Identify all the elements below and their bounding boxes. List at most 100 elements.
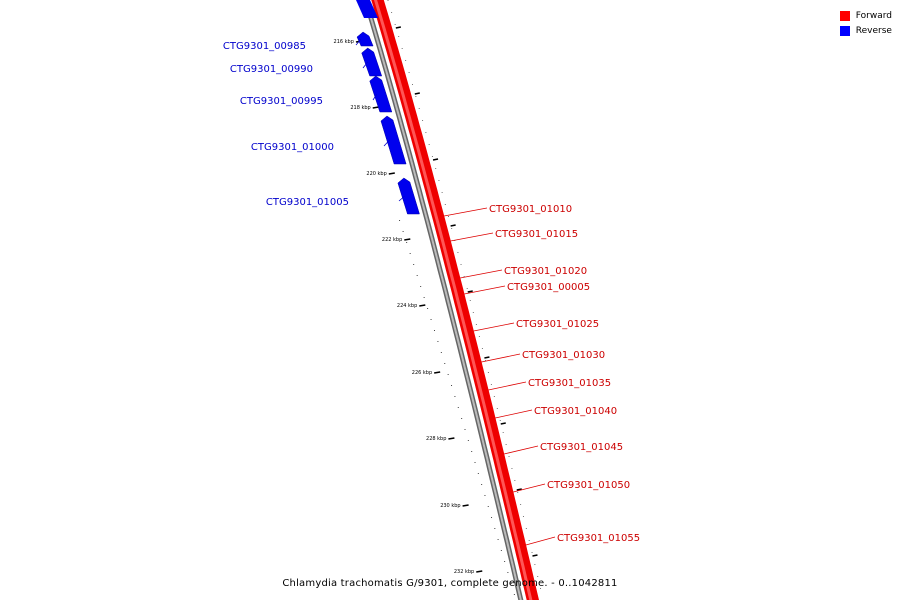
- scale-tick-minor: [494, 528, 496, 529]
- forward-gene-leader: [473, 322, 515, 332]
- scale-tick-major: [388, 172, 395, 175]
- forward-edge-dot: [540, 588, 542, 589]
- scale-tick-label: 230 kbp: [440, 503, 460, 509]
- forward-edge-dot: [428, 144, 430, 145]
- reverse-gene-label: CTG9301_01000: [251, 142, 334, 153]
- scale-tick-minor: [440, 352, 442, 353]
- forward-edge-dot: [431, 156, 433, 157]
- scale-tick-label: 232 kbp: [454, 569, 474, 575]
- scale-tick-minor: [500, 550, 502, 551]
- scale-tick-major: [434, 371, 441, 374]
- forward-edge-dot: [493, 396, 495, 397]
- scale-tick-major: [476, 570, 483, 573]
- reverse-gene-label: CTG9301_00995: [240, 96, 323, 107]
- forward-edge-dot: [457, 252, 459, 253]
- outer-tick: [395, 26, 401, 29]
- legend-reverse-label: Reverse: [855, 25, 892, 36]
- reverse-gene-arrow: [369, 75, 393, 113]
- forward-gene-label: CTG9301_01055: [557, 533, 640, 544]
- forward-edge-dot: [478, 336, 480, 337]
- forward-edge-dot: [525, 528, 527, 529]
- forward-edge-dot: [415, 96, 417, 97]
- reverse-gene-leader: [383, 139, 390, 147]
- outer-tick: [467, 290, 473, 293]
- scale-tick-minor: [444, 363, 446, 364]
- reverse-gene-arrow: [356, 31, 374, 47]
- reverse-gene-label: CTG9301_01005: [266, 197, 349, 208]
- outer-tick: [414, 92, 420, 95]
- scale-tick-minor: [467, 440, 469, 441]
- forward-gene-leader: [503, 445, 539, 455]
- forward-edge-dot: [499, 420, 501, 421]
- scale-tick-minor: [513, 594, 515, 595]
- outer-tick: [500, 422, 506, 425]
- forward-edge-dot: [537, 576, 539, 577]
- scale-tick-major: [404, 238, 411, 241]
- scale-tick-minor: [507, 572, 509, 573]
- scale-tick-major: [448, 437, 455, 440]
- scale-tick-minor: [447, 374, 449, 375]
- scale-tick-label: 224 kbp: [397, 303, 417, 309]
- scale-tick-minor: [420, 286, 422, 287]
- reverse-gene-arrow: [397, 177, 420, 215]
- scale-tick-major: [372, 106, 379, 109]
- forward-edge-dot: [435, 168, 437, 169]
- legend-reverse: Reverse: [839, 23, 892, 38]
- forward-edge-dot: [534, 564, 536, 565]
- reverse-gene-leader: [372, 93, 378, 101]
- reverse-gene-arrow: [361, 47, 383, 77]
- forward-edge-dot: [411, 84, 413, 85]
- forward-edge-dot: [438, 180, 440, 181]
- scale-tick-minor: [423, 297, 425, 298]
- scale-tick-label: 228 kbp: [426, 436, 446, 442]
- forward-edge-dot: [444, 204, 446, 205]
- scale-tick-label: 216 kbp: [334, 39, 354, 45]
- forward-gene-leader: [443, 207, 488, 217]
- forward-gene-label: CTG9301_00005: [507, 282, 590, 293]
- scale-tick-minor: [487, 506, 489, 507]
- outer-tick: [532, 554, 538, 557]
- genome-backbone: [362, 0, 542, 600]
- scale-tick-minor: [457, 407, 459, 408]
- forward-edge-dot: [422, 120, 424, 121]
- forward-edge-dot: [520, 504, 522, 505]
- scale-tick-minor: [484, 495, 486, 496]
- forward-edge-dot: [508, 456, 510, 457]
- forward-band: [371, 0, 539, 600]
- reverse-gene-arrow: [380, 115, 407, 165]
- forward-gene-label: CTG9301_01035: [528, 378, 611, 389]
- forward-edge-dot: [466, 288, 468, 289]
- forward-edge-dot: [511, 468, 513, 469]
- scale-tick-minor: [433, 330, 435, 331]
- scale-tick-minor: [464, 429, 466, 430]
- backbone-grey-highlight: [364, 0, 522, 600]
- scale-tick-minor: [437, 341, 439, 342]
- scale-tick-minor: [471, 451, 473, 452]
- forward-gene-label: CTG9301_01025: [516, 319, 599, 330]
- scale-tick-minor: [497, 539, 499, 540]
- forward-edge-dot: [463, 276, 465, 277]
- forward-edge-dot: [472, 312, 474, 313]
- forward-gene-label: CTG9301_01050: [547, 480, 630, 491]
- forward-edge-dot: [475, 324, 477, 325]
- forward-gene-label: CTG9301_01040: [534, 406, 617, 417]
- forward-edge-dot: [514, 480, 516, 481]
- forward-gene-leader: [495, 409, 533, 419]
- forward-edge-dot: [387, 0, 389, 1]
- scale-tick-minor: [399, 220, 401, 221]
- forward-gene-leader: [481, 353, 521, 363]
- scale-tick-minor: [430, 319, 432, 320]
- forward-edge-dot: [408, 72, 410, 73]
- forward-gene-leader: [488, 381, 527, 391]
- forward-edge-dot: [447, 216, 449, 217]
- legend: Forward Reverse: [839, 8, 892, 38]
- reverse-feature-partial: [356, 0, 378, 18]
- scale-tick-label: 226 kbp: [412, 370, 432, 376]
- forward-gene-leader: [450, 232, 494, 242]
- forward-edge-dot: [481, 348, 483, 349]
- reverse-gene-leader: [398, 195, 405, 202]
- forward-gene-label: CTG9301_01015: [495, 229, 578, 240]
- outer-tick: [432, 158, 439, 161]
- forward-edge-dot: [502, 432, 504, 433]
- scale-tick-label: 220 kbp: [366, 171, 386, 177]
